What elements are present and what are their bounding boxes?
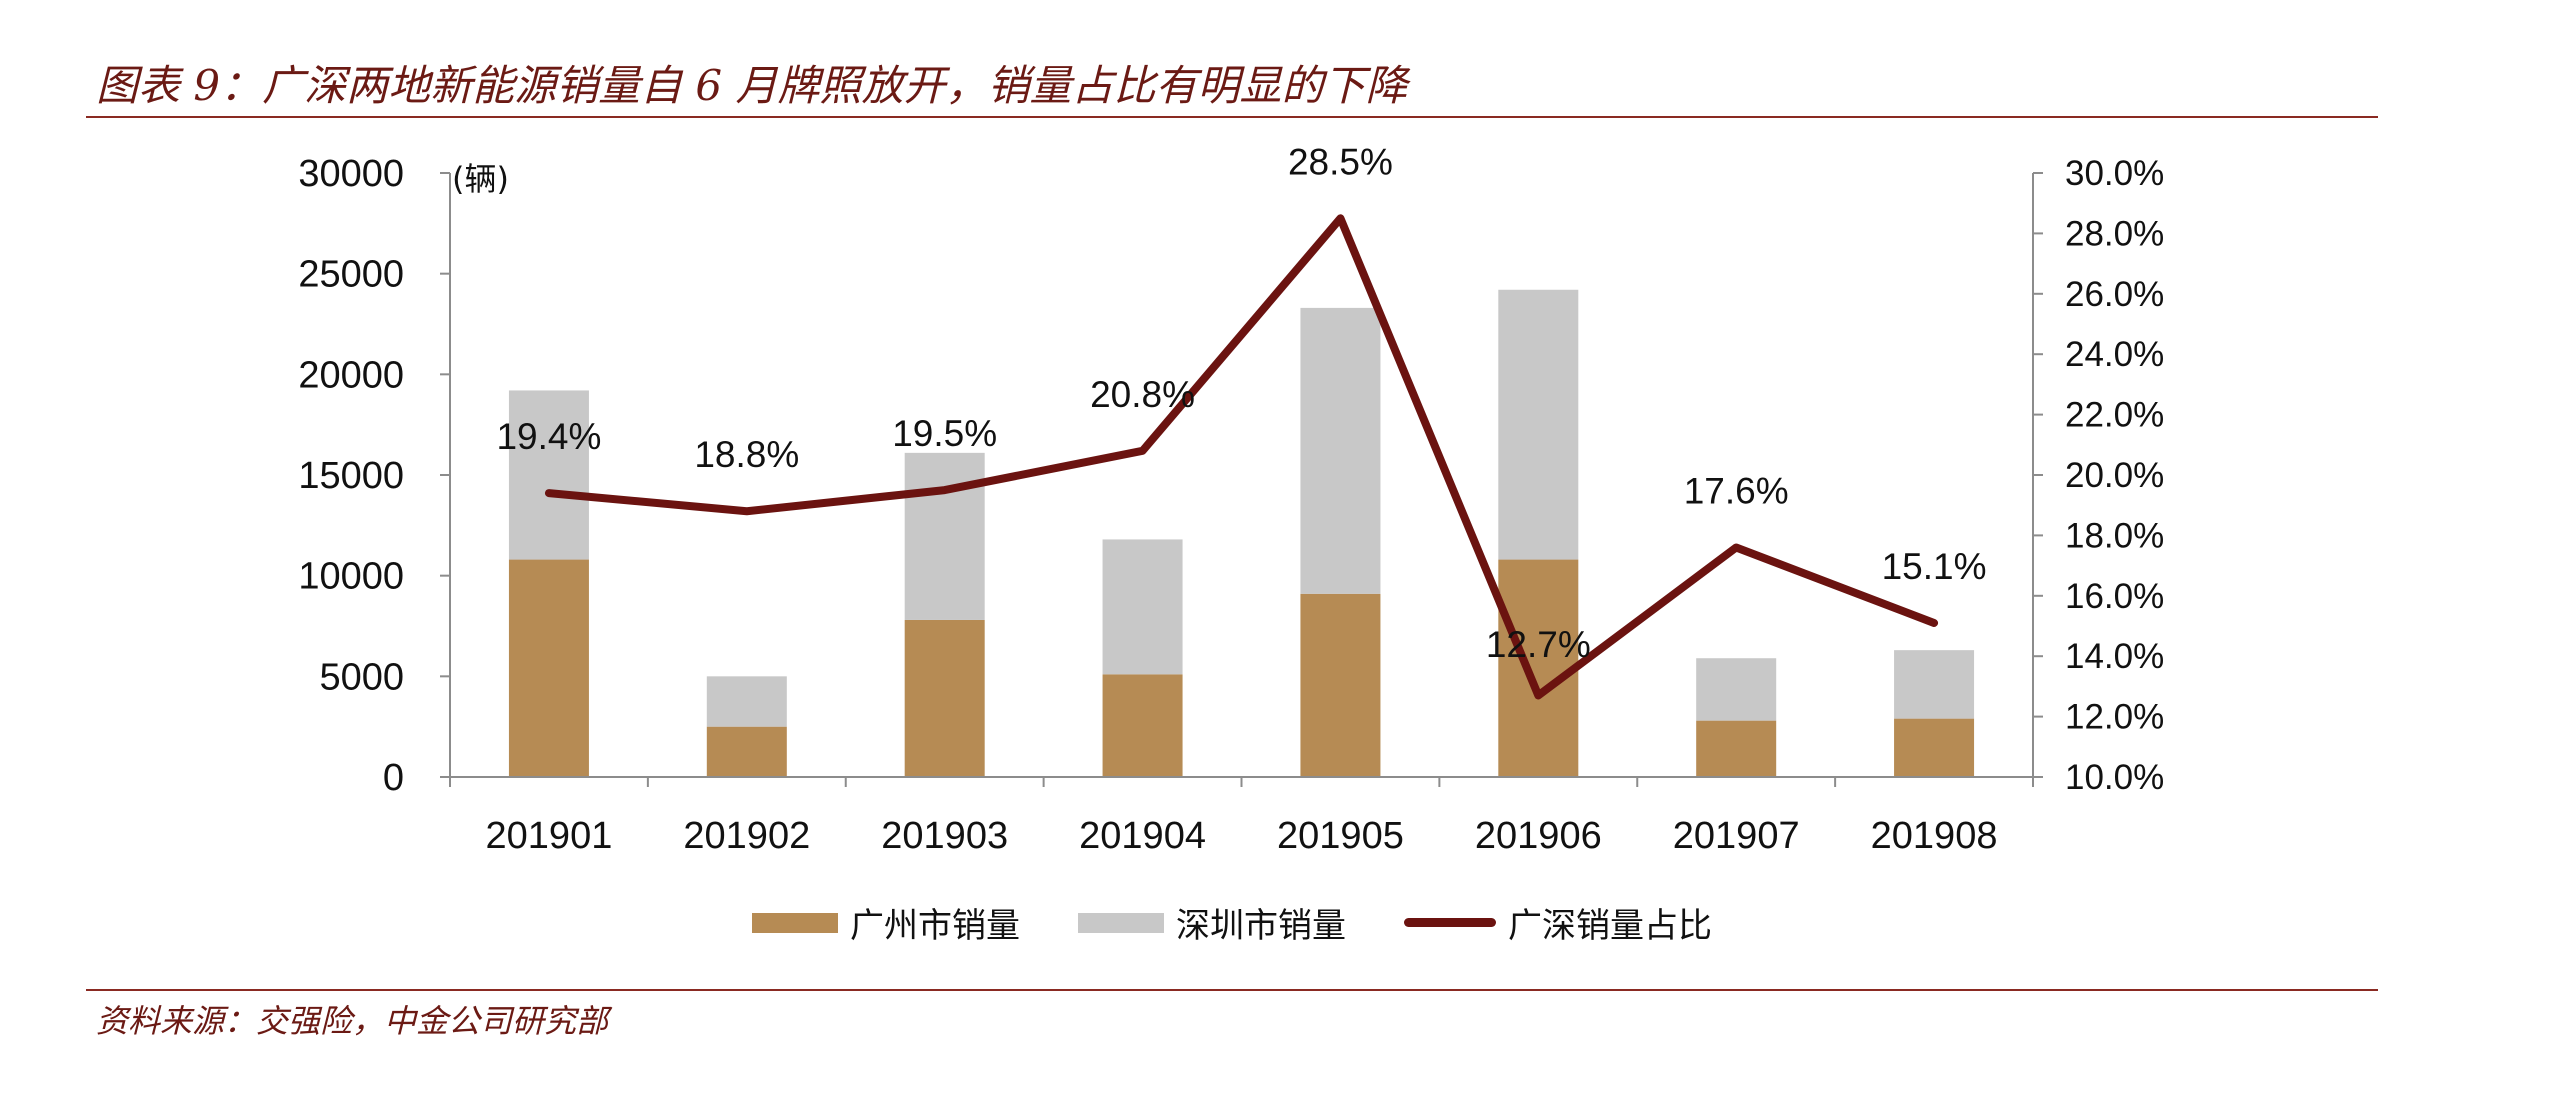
bar-shenzhen-201906: [1498, 289, 1579, 560]
share-label-201907: 17.6%: [1684, 470, 1789, 511]
left-axis-label-20000: 20000: [298, 354, 404, 396]
left-axis-label-15000: 15000: [298, 455, 404, 497]
left-axis-label-25000: 25000: [298, 254, 404, 296]
bar-guangzhou-201907: [1696, 720, 1777, 777]
bar-guangzhou-201908: [1894, 718, 1975, 777]
bar-shenzhen-201907: [1696, 658, 1777, 721]
right-axis-label-28.0%: 28.0%: [2065, 214, 2164, 253]
bar-shenzhen-201902: [706, 676, 787, 727]
left-axis-unit-label: (辆): [452, 160, 509, 198]
share-label-201905: 28.5%: [1288, 141, 1393, 182]
x-axis-label-201902: 201902: [683, 815, 810, 857]
x-axis-label-201908: 201908: [1871, 815, 1998, 857]
x-axis-label-201901: 201901: [486, 815, 613, 857]
bar-shenzhen-201903: [904, 452, 985, 620]
right-axis-label-10.0%: 10.0%: [2065, 758, 2164, 797]
share-line: [544, 214, 1939, 700]
bar-guangzhou-201903: [904, 619, 985, 777]
bar-shenzhen-201905: [1300, 307, 1381, 594]
right-axis-label-24.0%: 24.0%: [2065, 335, 2164, 374]
x-axis-label-201906: 201906: [1475, 815, 1602, 857]
right-axis-label-20.0%: 20.0%: [2065, 456, 2164, 495]
share-label-201902: 18.8%: [694, 434, 799, 475]
legend-item-shenzhen: 深圳市销量: [1078, 898, 1346, 947]
combo-chart: 0 5000 10000 15000 20000 25000 30000 10.0% 12.0%…: [298, 141, 2164, 857]
right-axis-label-26.0%: 26.0%: [2065, 275, 2164, 314]
chart-legend: 广州市销量 深圳市销量 广深销量占比: [752, 898, 1770, 947]
bar-guangzhou-201906: [1498, 559, 1579, 777]
bar-guangzhou-201905: [1300, 593, 1381, 777]
bar-guangzhou-201904: [1102, 674, 1183, 777]
x-axis-label-201904: 201904: [1079, 815, 1206, 857]
legend-swatch-shenzhen: [1078, 912, 1164, 933]
left-axis-label-10000: 10000: [298, 556, 404, 598]
x-axis-label-201905: 201905: [1277, 815, 1404, 857]
bar-guangzhou-201902: [706, 726, 787, 777]
bar-shenzhen-201904: [1102, 539, 1183, 675]
source-note: 资料来源：交强险，中金公司研究部: [96, 1002, 609, 1040]
legend-item-share: 广深销量占比: [1404, 898, 1712, 947]
right-axis-label-30.0%: 30.0%: [2065, 154, 2164, 193]
title-divider: [86, 116, 2378, 118]
x-axis-label-201903: 201903: [881, 815, 1008, 857]
bar-shenzhen-201908: [1894, 650, 1975, 719]
x-axis-label-201907: 201907: [1673, 815, 1800, 857]
legend-line-share: [1404, 918, 1496, 927]
share-label-201906: 12.7%: [1486, 624, 1591, 665]
right-axis-label-22.0%: 22.0%: [2065, 396, 2164, 435]
legend-label-share: 广深销量占比: [1508, 906, 1712, 946]
source-divider: [86, 989, 2378, 991]
bar-shenzhen-201901: [508, 390, 589, 560]
share-label-201904: 20.8%: [1090, 374, 1195, 415]
right-axis-label-12.0%: 12.0%: [2065, 698, 2164, 737]
share-label-201901: 19.4%: [496, 416, 601, 457]
share-label-201908: 15.1%: [1882, 546, 1987, 587]
left-axis-label-5000: 5000: [319, 656, 404, 698]
right-axis-label-18.0%: 18.0%: [2065, 516, 2164, 555]
legend-swatch-guangzhou: [752, 912, 838, 933]
right-axis-label-16.0%: 16.0%: [2065, 577, 2164, 616]
bar-guangzhou-201901: [508, 559, 589, 777]
legend-label-guangzhou: 广州市销量: [850, 906, 1020, 946]
share-label-201903: 19.5%: [892, 413, 997, 454]
chart-title: 图表 9：广深两地新能源销量自 6 月牌照放开，销量占比有明显的下降: [96, 61, 1408, 110]
left-axis-label-30000: 30000: [298, 153, 404, 195]
left-axis-label-0: 0: [383, 757, 404, 799]
legend-label-shenzhen: 深圳市销量: [1176, 906, 1346, 946]
right-axis-label-14.0%: 14.0%: [2065, 637, 2164, 676]
legend-item-guangzhou: 广州市销量: [752, 898, 1020, 947]
